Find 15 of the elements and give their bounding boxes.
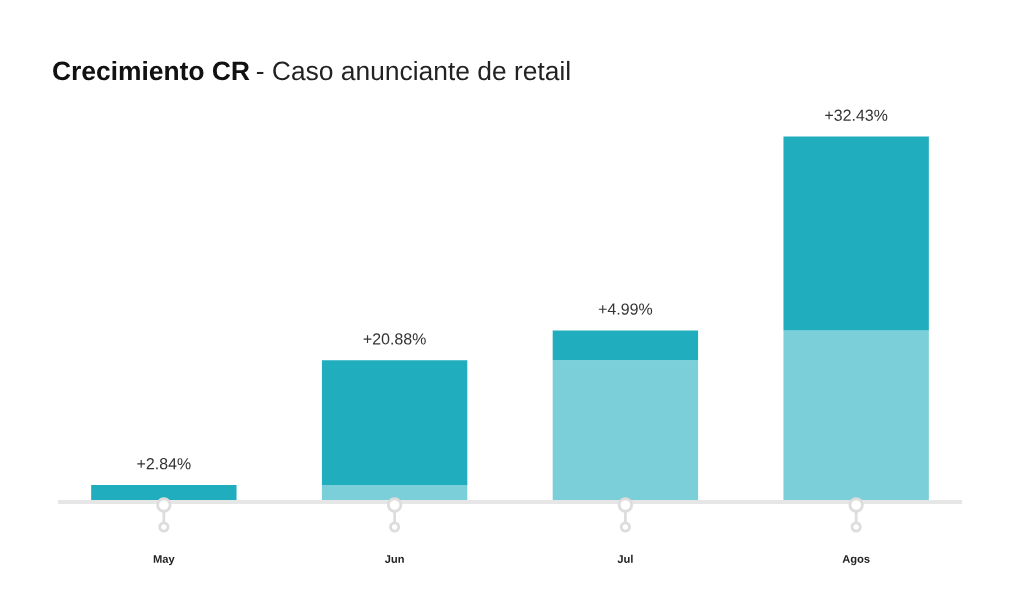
chart-subtitle: - Caso anunciante de retail xyxy=(256,60,570,81)
bar xyxy=(552,360,699,502)
bar xyxy=(783,136,929,331)
x-tick-label: Jun xyxy=(384,555,404,563)
chart-title: Crecimiento CR xyxy=(53,60,250,81)
bar xyxy=(552,330,699,361)
bar xyxy=(783,330,929,502)
data-label: +32.43% xyxy=(825,109,888,121)
x-tick-label: Agos xyxy=(842,555,870,566)
data-label: +20.88% xyxy=(363,333,426,345)
data-label: +4.99% xyxy=(598,303,653,315)
x-tick-label: Jul xyxy=(617,554,633,563)
x-tick-label: May xyxy=(153,555,175,566)
data-label: +2.84% xyxy=(137,458,191,470)
bar xyxy=(321,360,468,486)
